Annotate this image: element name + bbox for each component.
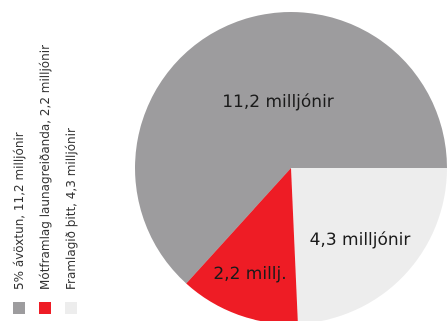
pie-slice-label: 11,2 milljónir [222, 92, 334, 112]
chart-legend: 5% ávöxtun, 11,2 milljónir Mótframlag lau… [12, 45, 78, 314]
pie-slice-label: 4,3 milljónir [310, 230, 411, 250]
pie-slices [135, 11, 448, 321]
legend-label: 5% ávöxtun, 11,2 milljónir [12, 132, 26, 290]
legend-label: Mótframlag launagreiðanda, 2,2 milljónir [38, 45, 52, 290]
pie-slice [186, 168, 298, 321]
legend-swatch [65, 302, 77, 314]
legend-swatch [39, 302, 51, 314]
pie-slice-label: 2,2 millj. [213, 264, 286, 284]
pie-slice [135, 11, 448, 284]
legend-swatch [13, 302, 25, 314]
pie-slice-labels: 4,3 milljónir 2,2 millj. 11,2 milljónir [213, 92, 410, 284]
legend-label: Framlagið þitt, 4,3 milljónir [64, 128, 78, 290]
pie-slice [291, 168, 447, 321]
